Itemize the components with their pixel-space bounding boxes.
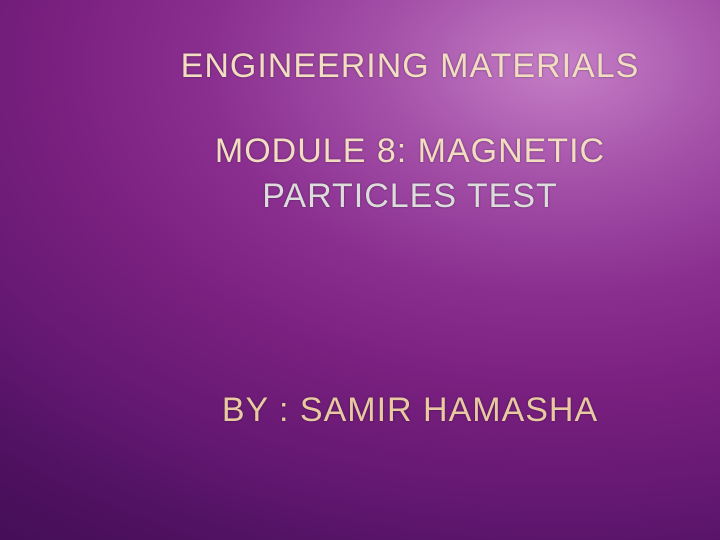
title-line-3: Particles Test <box>140 174 680 219</box>
author-block: By : Samir Hamasha <box>140 391 680 430</box>
title-line-2: Module 8: Magnetic <box>140 129 680 174</box>
author-line: By : Samir Hamasha <box>140 391 680 430</box>
title-block: Engineering Materials Module 8: Magnetic… <box>140 44 680 219</box>
presentation-slide: Engineering Materials Module 8: Magnetic… <box>0 0 720 540</box>
title-line-1: Engineering Materials <box>140 44 680 89</box>
